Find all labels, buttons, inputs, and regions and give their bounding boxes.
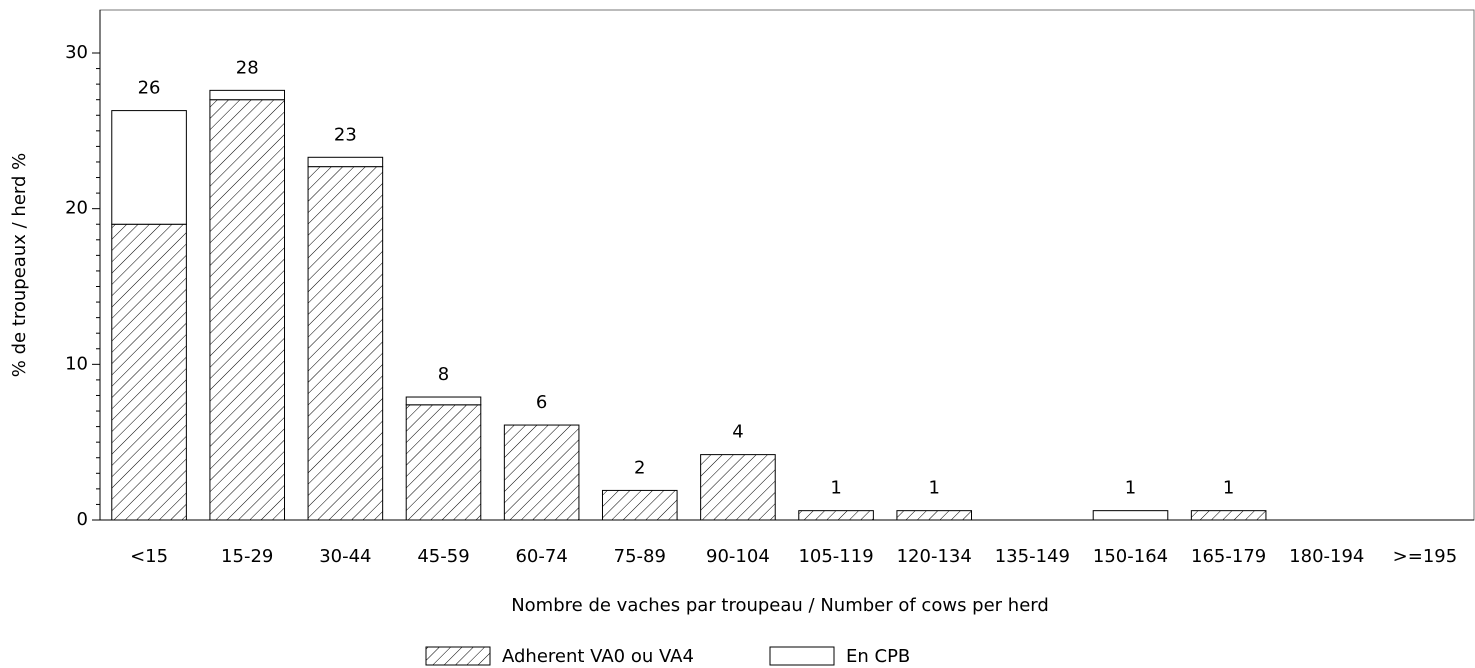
x-tick-label: <15 xyxy=(130,546,168,567)
total-label: 8 xyxy=(438,364,449,385)
total-label: 4 xyxy=(732,422,743,443)
y-tick-label: 0 xyxy=(77,509,88,530)
bar-segment xyxy=(700,454,776,521)
legend-label: Adherent VA0 ou VA4 xyxy=(502,646,694,667)
x-tick-label: 30-44 xyxy=(319,546,371,567)
bar-segment xyxy=(209,89,286,101)
total-label: 26 xyxy=(138,78,161,99)
total-label: 1 xyxy=(1223,478,1234,499)
bar-segment xyxy=(307,166,384,521)
total-label: 1 xyxy=(830,478,841,499)
bar-segment xyxy=(896,510,973,521)
bar-segment xyxy=(503,424,580,521)
legend-swatch xyxy=(769,646,835,666)
y-tick-label: 10 xyxy=(65,353,88,374)
x-tick-label: 105-119 xyxy=(798,546,873,567)
y-tick-label: 30 xyxy=(65,42,88,63)
y-tick-label: 20 xyxy=(65,198,88,219)
x-tick-label: 60-74 xyxy=(515,546,567,567)
total-label: 28 xyxy=(236,57,259,78)
bar-segment xyxy=(209,99,286,521)
x-axis-label: Nombre de vaches par troupeau / Number o… xyxy=(511,595,1049,616)
x-tick-label: 135-149 xyxy=(995,546,1070,567)
bar-segment xyxy=(1092,510,1169,521)
x-tick-label: 165-179 xyxy=(1191,546,1266,567)
x-tick-label: 15-29 xyxy=(221,546,273,567)
plot-frame xyxy=(99,9,1475,521)
x-tick-label: 75-89 xyxy=(614,546,666,567)
x-tick-label: 45-59 xyxy=(417,546,469,567)
x-tick-label: 180-194 xyxy=(1289,546,1364,567)
x-tick-label: >=195 xyxy=(1393,546,1458,567)
bar-segment xyxy=(111,110,187,225)
x-tick-label: 90-104 xyxy=(706,546,770,567)
y-axis-label: % de troupeaux / herd % xyxy=(9,153,30,377)
total-label: 1 xyxy=(1125,478,1136,499)
bar-segment xyxy=(111,223,187,521)
x-tick-label: 150-164 xyxy=(1093,546,1168,567)
legend-label: En CPB xyxy=(846,646,910,667)
bar-segment xyxy=(405,404,482,521)
legend-swatch xyxy=(425,646,491,666)
bar-segment xyxy=(405,396,482,406)
bar-segment xyxy=(1190,510,1267,521)
total-label: 1 xyxy=(928,478,939,499)
bar-segment xyxy=(798,510,874,521)
total-label: 2 xyxy=(634,457,645,478)
x-tick-label: 120-134 xyxy=(897,546,972,567)
total-label: 23 xyxy=(334,124,357,145)
total-label: 6 xyxy=(536,392,547,413)
bar-segment xyxy=(601,489,678,521)
bar-segment xyxy=(307,156,384,168)
